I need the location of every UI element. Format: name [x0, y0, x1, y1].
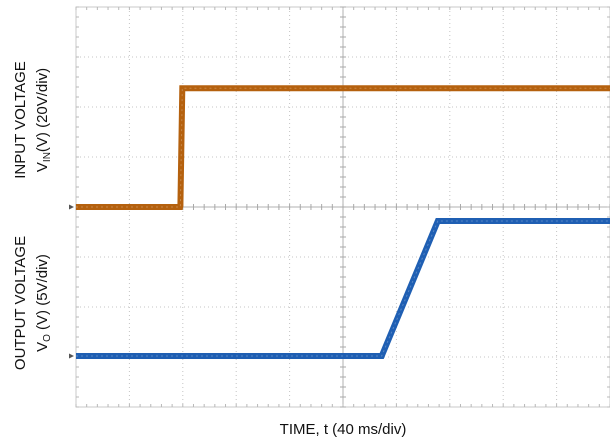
ground-marker-channel-1 — [69, 204, 74, 210]
output-voltage-label: OUTPUT VOLTAGE — [12, 236, 29, 370]
trace-channel-1 — [76, 85, 610, 210]
input-voltage-label: INPUT VOLTAGE — [12, 61, 29, 179]
trace-noise-channel-1 — [76, 87, 610, 208]
output-voltage-unit-label: VO (V) (5V/div) — [34, 254, 53, 352]
x-axis-label: TIME, t (40 ms/div) — [280, 421, 407, 438]
trace-channel-2 — [76, 218, 610, 359]
channel-markers — [69, 204, 74, 359]
ground-marker-channel-2 — [69, 353, 74, 359]
traces — [76, 85, 610, 359]
input-voltage-unit-label: VIN(V) (20V/div) — [34, 68, 53, 172]
